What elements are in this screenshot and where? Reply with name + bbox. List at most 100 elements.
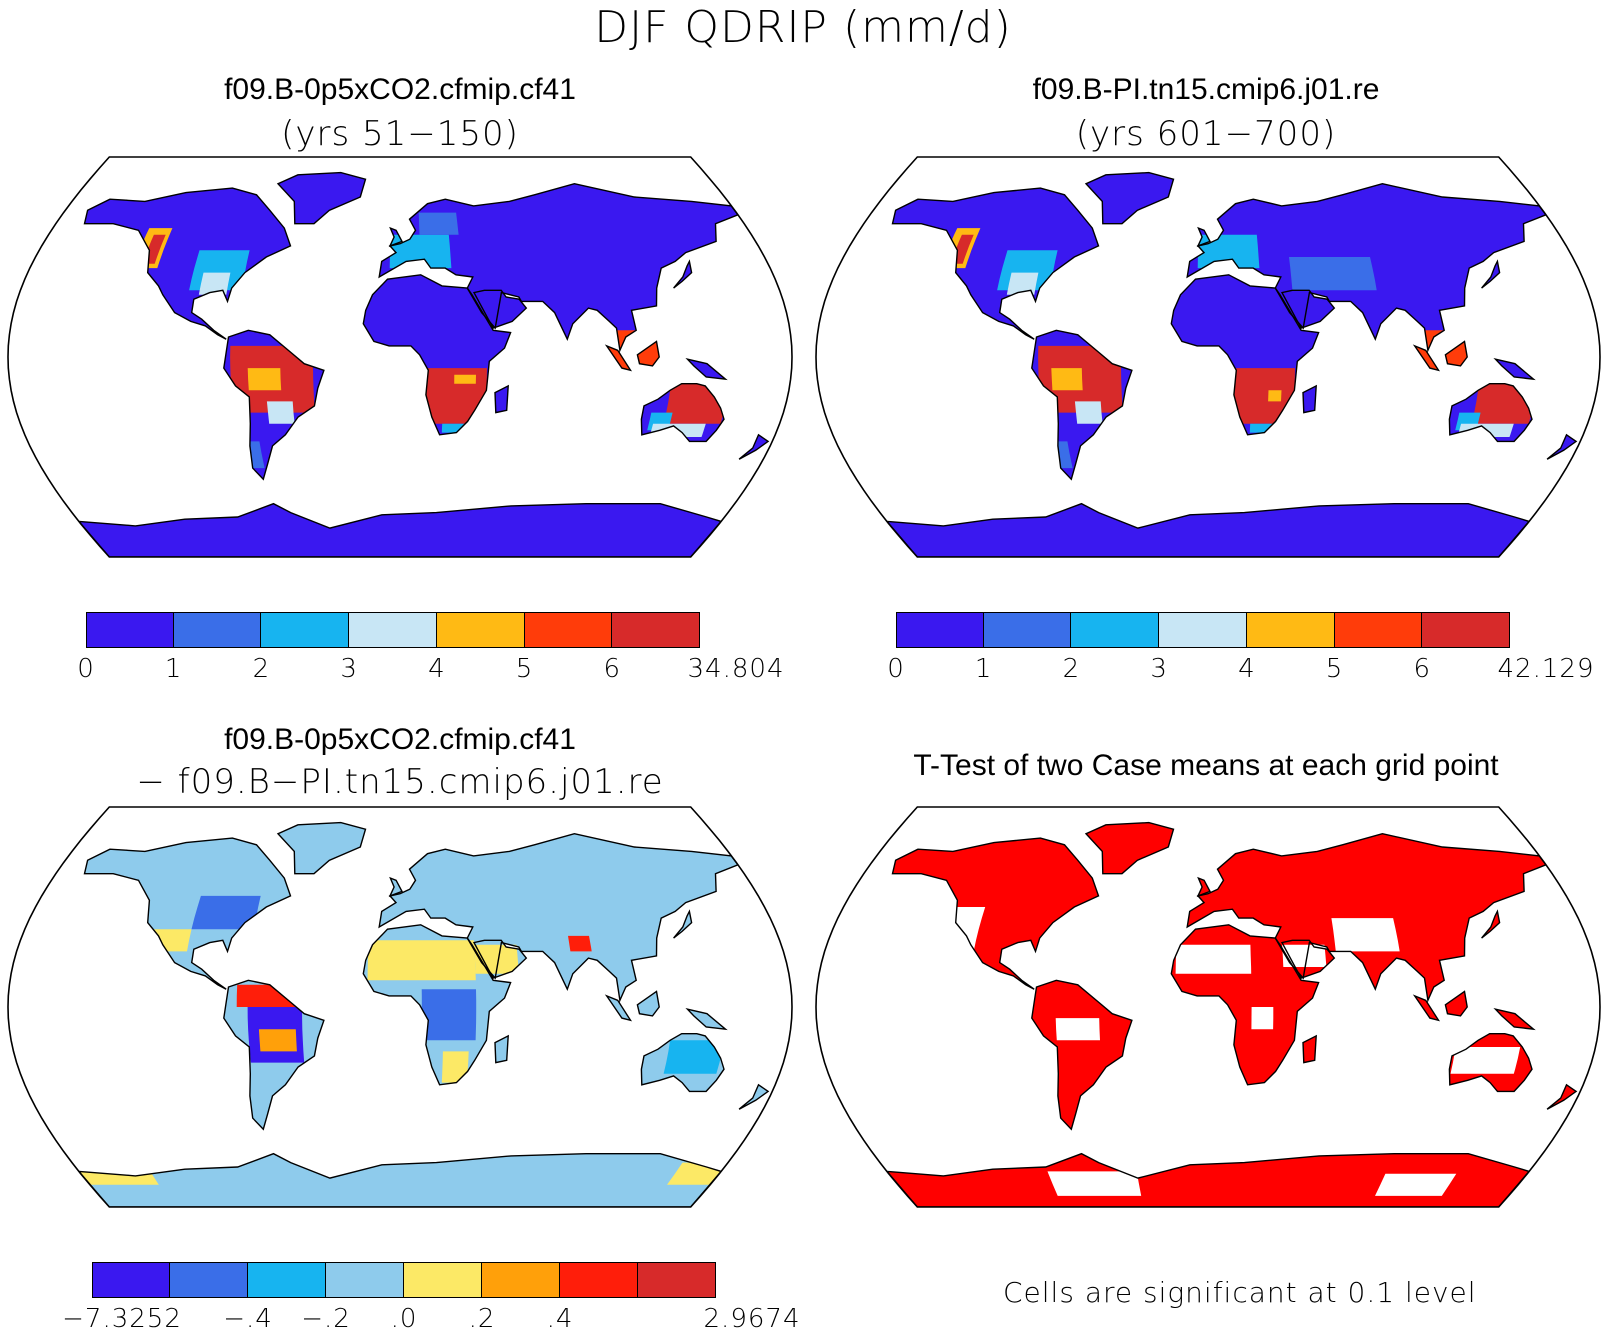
- colorbar-box: [1071, 612, 1160, 648]
- coastline: [673, 909, 693, 939]
- coastline: [1481, 259, 1501, 289]
- coastline: [494, 384, 509, 414]
- coastline: [276, 171, 367, 225]
- coastline: [494, 1034, 509, 1064]
- colorbar-box: [1334, 612, 1423, 648]
- land-fill: [886, 172, 1577, 557]
- coastline: [1031, 979, 1133, 1131]
- colorbar-box: [1246, 612, 1335, 648]
- land-fill: [78, 822, 769, 1207]
- field-region: [1175, 944, 1252, 974]
- coastline: [1186, 182, 1548, 353]
- field-region: [454, 374, 476, 384]
- coastline: [472, 939, 528, 979]
- coastline: [83, 187, 292, 340]
- coastline: [636, 340, 660, 367]
- coastline: [685, 357, 728, 381]
- field-region: [1450, 1047, 1521, 1074]
- field-region: [1074, 401, 1103, 424]
- map-border: [7, 806, 793, 1208]
- colorbar-tick-label: 5: [1325, 654, 1344, 684]
- colorbar-box: [1159, 612, 1247, 648]
- coastline: [1302, 1034, 1317, 1064]
- colorbar-tick-label: −.2: [301, 1304, 351, 1334]
- colorbar-tick-label: 2: [252, 654, 271, 684]
- colorbar-box: [170, 1262, 248, 1298]
- colorbar-panel3: −7.3252 −.4 −.2 .0 .2 .4 2.9674: [62, 1262, 799, 1334]
- colorbar-tick-label: .4: [546, 1304, 574, 1334]
- field-region: [1006, 272, 1039, 295]
- colorbar-tick-label: 3: [340, 654, 358, 684]
- coastline: [1448, 383, 1533, 443]
- panel2-subtitle: (yrs 601−700): [1075, 114, 1337, 154]
- colorbar-tick-label: 5: [515, 654, 534, 684]
- panel1-title: f09.B-0p5xCO2.cfmip.cf41: [224, 73, 576, 106]
- field-region: [1268, 390, 1282, 402]
- coastline: [388, 876, 403, 898]
- coastline: [1302, 384, 1317, 414]
- field-region: [367, 940, 476, 981]
- field-region: [1282, 944, 1327, 967]
- coastline: [1280, 939, 1336, 979]
- coastline: [472, 289, 528, 329]
- colorbar-box: [404, 1262, 482, 1298]
- coastline: [1412, 344, 1441, 372]
- colorbar-box: [248, 1262, 326, 1298]
- coastline: [1481, 909, 1501, 939]
- map-border: [7, 156, 793, 558]
- field-region: [389, 234, 452, 269]
- colorbar-box: [173, 612, 262, 648]
- coastline: [1084, 171, 1175, 225]
- colorbar-box: [482, 1262, 560, 1298]
- coastline: [1170, 274, 1320, 436]
- coastline: [223, 329, 325, 481]
- colorbar-box: [1422, 612, 1510, 648]
- field-region: [258, 1029, 297, 1052]
- field-region: [1051, 368, 1083, 391]
- coastline: [1546, 433, 1578, 460]
- colorbar-box: [638, 1262, 716, 1298]
- map-panel4-ttest: [815, 806, 1601, 1208]
- colorbar-box: [560, 1262, 638, 1298]
- field-region: [418, 212, 459, 235]
- colorbar-box: [896, 612, 984, 648]
- map-panel1-control: [7, 156, 793, 558]
- colorbar-box: [524, 612, 613, 648]
- field-region: [191, 895, 261, 930]
- coastline: [636, 990, 660, 1017]
- coastline: [378, 832, 740, 1003]
- colorbar-tick-label: .0: [390, 1304, 418, 1334]
- coastline: [378, 182, 740, 353]
- colorbar-tick-label: 0: [887, 654, 905, 684]
- coastline: [685, 1007, 728, 1031]
- colorbar-tick-label: 0: [77, 654, 95, 684]
- coastline: [362, 274, 512, 436]
- land-fill: [886, 822, 1577, 1207]
- coastline: [891, 187, 1100, 340]
- colorbar-tick-label: 3: [1150, 654, 1168, 684]
- field-region: [1233, 368, 1295, 424]
- field-region: [663, 383, 730, 424]
- colorbar-tick-label: 6: [603, 654, 622, 684]
- panel3-title: f09.B-0p5xCO2.cfmip.cf41: [224, 723, 576, 756]
- coastline: [640, 1033, 725, 1093]
- colorbar-box: [436, 612, 525, 648]
- colorbar-box: [612, 612, 700, 648]
- coastline: [1493, 1007, 1536, 1031]
- colorbar-tick-label: .2: [468, 1304, 496, 1334]
- coastline: [1196, 226, 1211, 248]
- coastline: [640, 383, 725, 443]
- colorbar-tick-label: 1: [164, 654, 183, 684]
- colorbar-tick-label: 4: [428, 654, 446, 684]
- field-region: [605, 330, 673, 375]
- map-panel2-control: [815, 156, 1601, 558]
- field-region: [266, 401, 295, 424]
- coastline: [1493, 357, 1536, 381]
- coastline: [1280, 289, 1336, 329]
- coastline: [1170, 924, 1320, 1086]
- coastline: [276, 821, 367, 875]
- coastline: [223, 979, 325, 1131]
- field-region: [1251, 1007, 1274, 1030]
- field-region: [1289, 257, 1377, 291]
- colorbar-tick-label: 6: [1413, 654, 1432, 684]
